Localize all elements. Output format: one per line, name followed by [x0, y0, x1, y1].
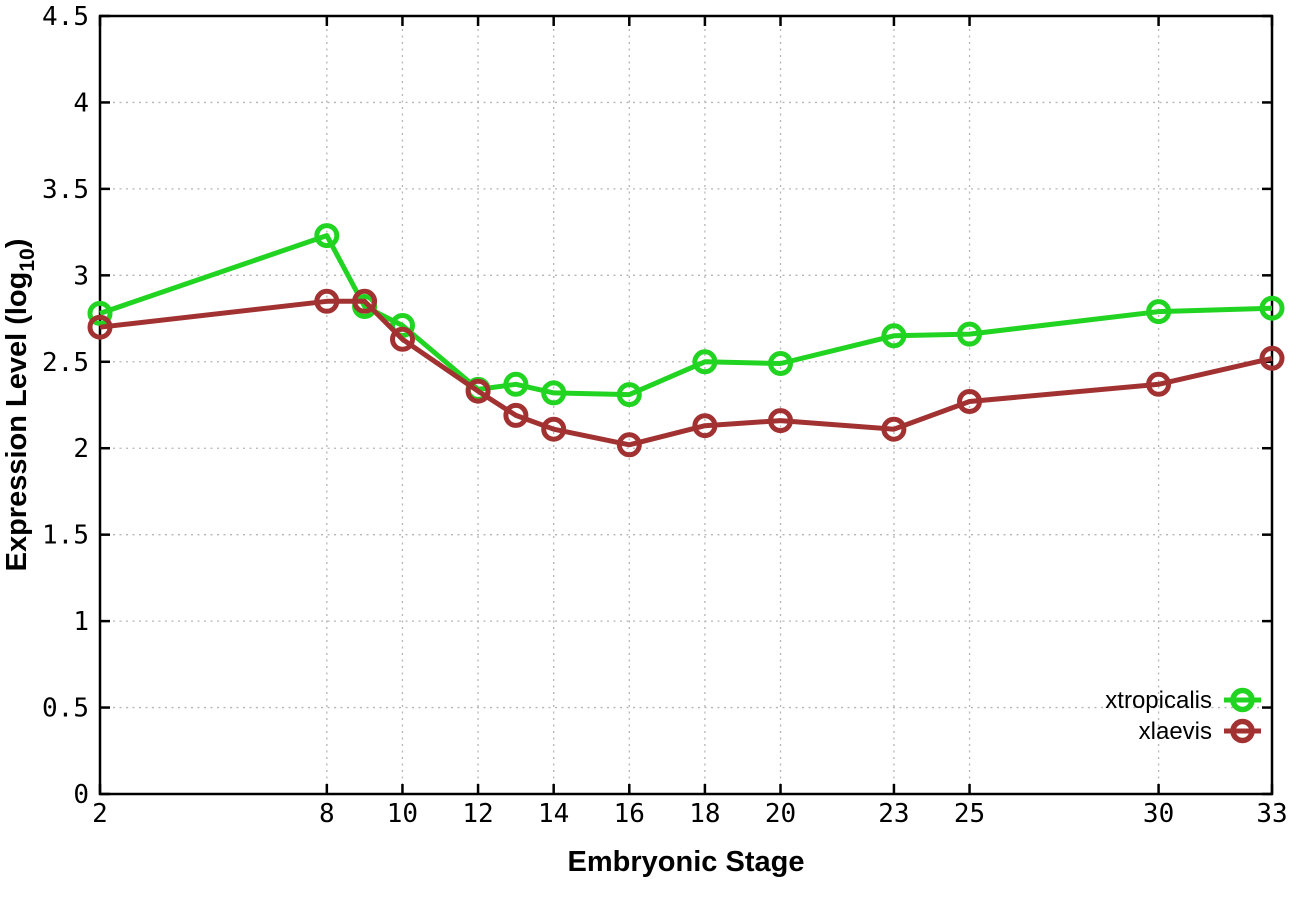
y-tick-label: 2.5 — [42, 348, 89, 378]
data-point-xlaevis — [541, 416, 567, 442]
legend-sample-marker-xlaevis — [1230, 718, 1255, 744]
y-tick-label: 0 — [73, 780, 89, 810]
x-tick-label: 10 — [387, 799, 418, 829]
data-point-xtropicalis — [881, 323, 907, 349]
data-point-xtropicalis — [1146, 299, 1172, 325]
data-point-xlaevis — [314, 288, 340, 314]
data-point-xlaevis — [87, 314, 113, 340]
data-point-xlaevis — [465, 378, 491, 404]
x-tick-label: 25 — [954, 799, 985, 829]
x-tick-label: 18 — [689, 799, 720, 829]
x-tick-label: 20 — [765, 799, 796, 829]
y-tick-label: 1 — [73, 607, 89, 637]
data-point-xlaevis — [1146, 371, 1172, 397]
series-line-xtropicalis — [99, 233, 1273, 398]
grid-layer — [100, 16, 1272, 794]
y-axis-title-suffix: ) — [1, 239, 33, 249]
y-axis-title: Expression Level (log10) — [1, 239, 39, 572]
data-point-xlaevis — [616, 432, 642, 458]
data-point-xlaevis — [503, 402, 529, 428]
data-point-xlaevis — [692, 413, 718, 439]
data-point-xtropicalis — [692, 349, 718, 375]
legend-sample-marker-xtropicalis — [1230, 687, 1255, 713]
data-point-xtropicalis — [503, 371, 529, 397]
y-tick-label: 4 — [73, 88, 89, 118]
data-point-xtropicalis — [957, 321, 982, 347]
data-point-xlaevis — [957, 389, 982, 414]
x-tick-label: 16 — [614, 799, 645, 829]
data-point-xlaevis — [352, 288, 378, 314]
series-layer — [87, 223, 1285, 458]
data-point-xtropicalis — [768, 351, 793, 376]
x-tick-label: 8 — [319, 799, 335, 829]
y-tick-label: 4.5 — [42, 2, 89, 32]
data-point-xtropicalis — [314, 223, 340, 249]
legend: xtropicalis xlaevis — [1105, 687, 1261, 745]
series-line-xlaevis — [99, 298, 1273, 448]
legend-label-xtropicalis: xtropicalis — [1105, 687, 1212, 714]
y-tick-label: 3.5 — [42, 175, 89, 205]
data-point-xtropicalis — [1259, 295, 1285, 321]
data-point-xtropicalis — [541, 380, 567, 406]
y-tick-label: 3 — [73, 261, 89, 291]
data-point-xlaevis — [1259, 345, 1285, 371]
x-tick-label: 23 — [878, 799, 909, 829]
x-axis-title: Embryonic Stage — [568, 846, 805, 878]
x-tick-label: 33 — [1256, 799, 1287, 829]
y-axis-title-main: Expression Level (log — [1, 272, 33, 572]
data-point-xlaevis — [768, 408, 793, 434]
y-tick-label: 2 — [73, 434, 89, 464]
x-tick-label: 14 — [538, 799, 569, 829]
data-point-xtropicalis — [390, 313, 415, 338]
x-tick-label: 12 — [462, 799, 493, 829]
plot-border — [98, 14, 1274, 796]
data-point-xlaevis — [390, 326, 415, 352]
axis-layer: 2 8 10 12 14 16 18 20 23 25 30 33 0 0.5 1 1.5 2 2.5 3 3.5 4 4… — [42, 2, 1288, 829]
y-axis-title-subscript: 10 — [16, 248, 39, 271]
data-point-xtropicalis — [87, 300, 113, 326]
legend-label-xlaevis: xlaevis — [1139, 718, 1212, 745]
x-tick-label: 30 — [1143, 799, 1174, 829]
data-point-xlaevis — [881, 416, 907, 442]
data-point-xtropicalis — [616, 382, 642, 408]
y-tick-label: 1.5 — [42, 521, 89, 551]
y-tick-label: 0.5 — [42, 694, 89, 724]
x-tick-label: 2 — [92, 799, 108, 829]
